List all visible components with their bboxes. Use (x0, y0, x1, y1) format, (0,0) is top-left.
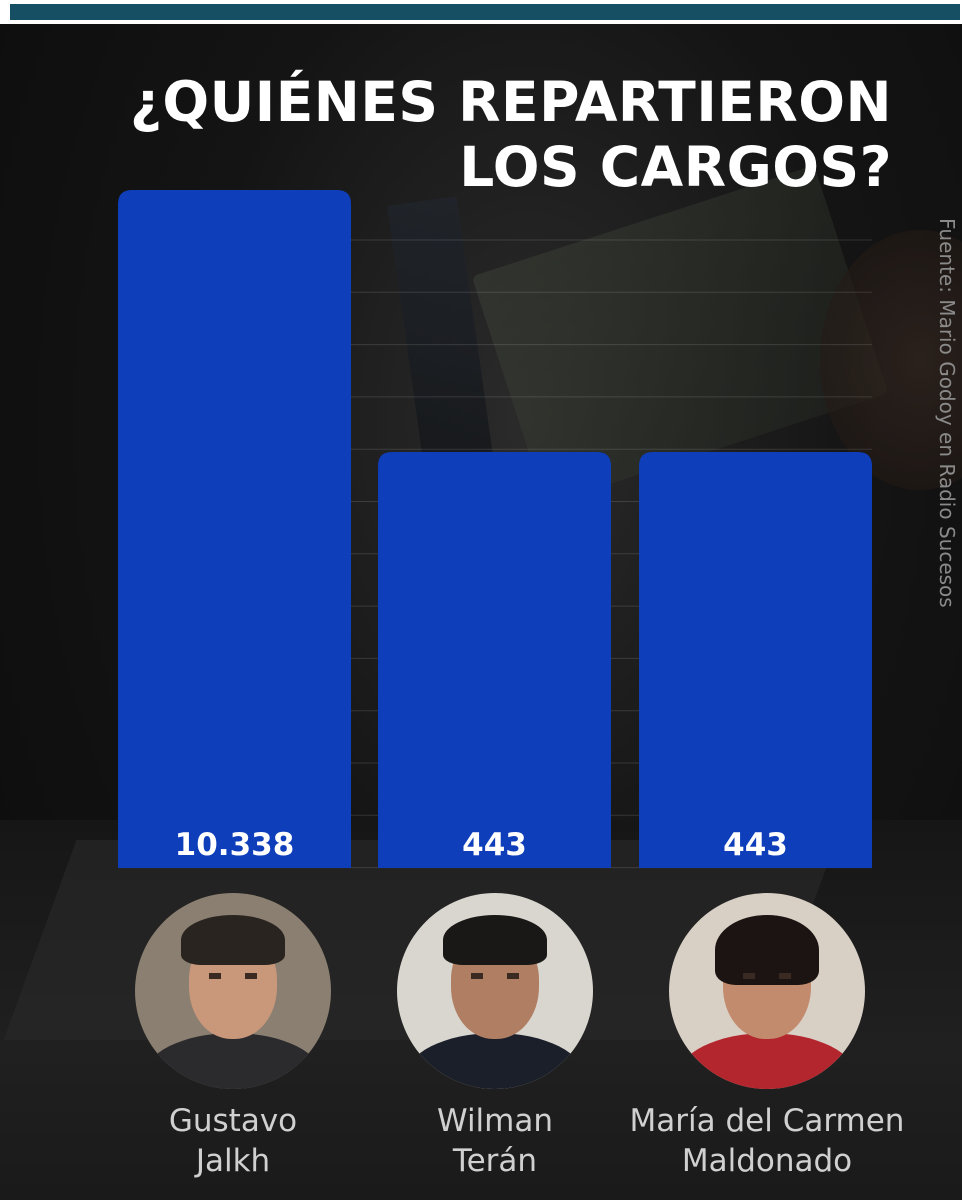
avatar-jalkh (135, 893, 331, 1089)
last-name: Terán (452, 1143, 538, 1179)
bar-3 (639, 452, 872, 868)
top-banner (0, 0, 962, 24)
person-name-maldonado: María del Carmen Maldonado (617, 1101, 917, 1181)
first-name: Wilman (436, 1103, 554, 1139)
top-banner-band (10, 4, 960, 20)
person-maldonado: María del Carmen Maldonado (617, 893, 917, 1181)
person-teran: Wilman Terán (395, 893, 595, 1181)
avatar-teran (397, 893, 593, 1089)
person-name-jalkh: Gustavo Jalkh (133, 1101, 333, 1181)
last-name: Maldonado (681, 1143, 853, 1179)
avatar-maldonado (669, 893, 865, 1089)
bar-value-label-1: 10.338 (175, 827, 295, 863)
last-name: Jalkh (195, 1143, 271, 1179)
source-credit: Fuente: Mario Godoy en Radio Sucesos (935, 218, 959, 608)
bar-value-label-3: 443 (723, 827, 788, 863)
person-name-teran: Wilman Terán (395, 1101, 595, 1181)
bar-value-label-2: 443 (462, 827, 527, 863)
bar-1 (118, 190, 351, 868)
page-title: ¿QUIÉNES REPARTIERON LOS CARGOS? (129, 70, 892, 199)
first-name: Gustavo (168, 1103, 298, 1139)
first-name: María del Carmen (629, 1103, 905, 1139)
bar-2 (378, 452, 611, 868)
person-jalkh: Gustavo Jalkh (133, 893, 333, 1181)
